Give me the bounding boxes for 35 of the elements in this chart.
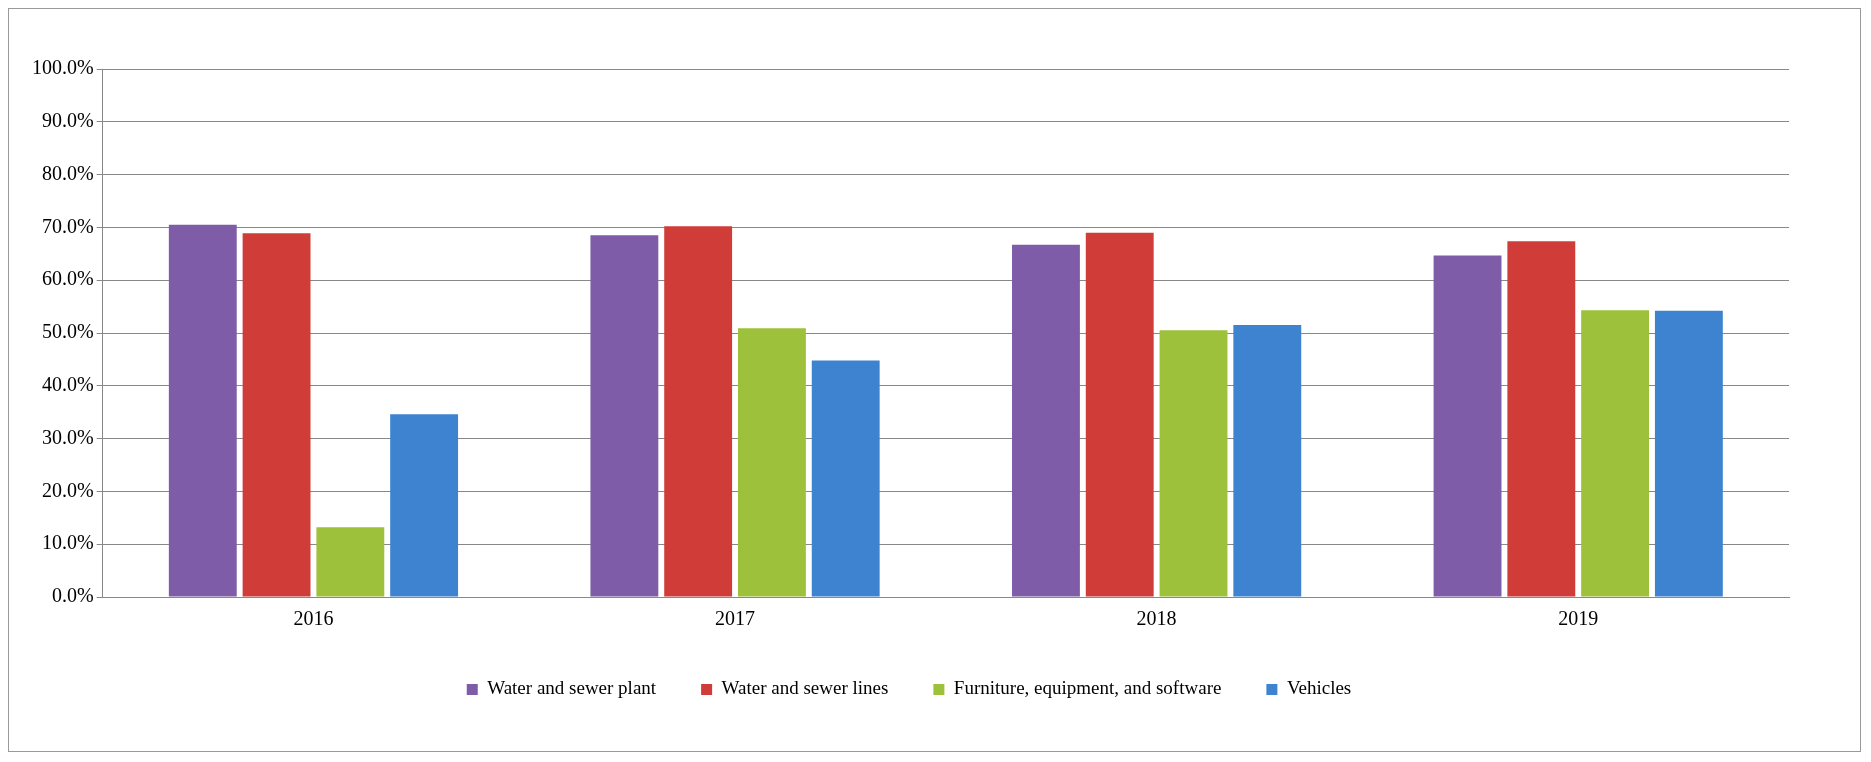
- bar: [1654, 310, 1723, 597]
- y-tick-label: 90.0%: [41, 109, 94, 132]
- y-tick-label: 50.0%: [41, 320, 94, 343]
- bar: [1433, 255, 1502, 597]
- bar: [1159, 330, 1228, 597]
- y-tick-label: 40.0%: [41, 373, 94, 396]
- legend-label: Furniture, equipment, and software: [953, 677, 1222, 699]
- bar: [1233, 325, 1302, 597]
- x-tick-label: 2016: [293, 607, 334, 630]
- x-tick-label: 2017: [715, 607, 756, 630]
- legend-label: Vehicles: [1286, 677, 1352, 699]
- bar: [1581, 310, 1650, 597]
- bar: [1507, 241, 1576, 597]
- y-tick-label: 30.0%: [41, 425, 94, 448]
- y-tick-label: 20.0%: [41, 478, 94, 501]
- x-tick-label: 2019: [1558, 607, 1599, 630]
- bar: [664, 226, 733, 597]
- bar: [737, 328, 806, 597]
- bar: [1012, 244, 1080, 597]
- y-tick-label: 80.0%: [41, 161, 94, 184]
- bar: [1085, 232, 1154, 597]
- bar: [390, 414, 459, 597]
- y-tick-label: 0.0%: [51, 584, 94, 607]
- y-tick-label: 60.0%: [41, 267, 94, 290]
- bar: [242, 233, 311, 597]
- legend-label: Water and sewer lines: [721, 677, 889, 699]
- y-tick-label: 70.0%: [41, 214, 94, 237]
- y-tick-label: 100.0%: [31, 56, 94, 79]
- bar: [590, 235, 659, 597]
- bar: [811, 360, 880, 597]
- legend-label: Water and sewer plant: [487, 677, 657, 699]
- bar: [168, 224, 237, 597]
- y-tick-label: 10.0%: [41, 531, 94, 554]
- x-tick-label: 2018: [1136, 607, 1177, 630]
- bar: [316, 527, 385, 597]
